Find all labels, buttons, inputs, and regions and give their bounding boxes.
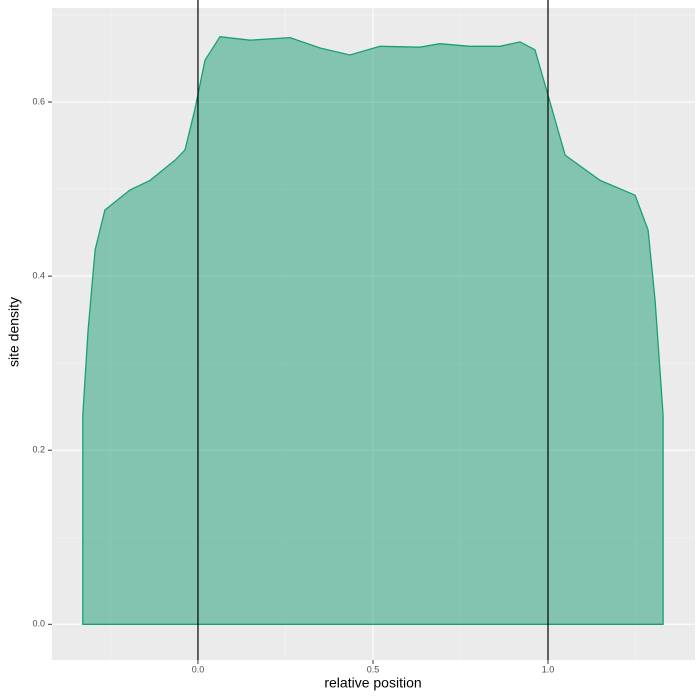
y-tick-label: 0.2: [32, 445, 45, 455]
y-tick-label: 0.4: [32, 270, 45, 280]
x-tick-label: 0.0: [192, 664, 205, 674]
x-tick-label: 0.5: [367, 664, 380, 674]
x-tick-label: 1.0: [542, 664, 555, 674]
y-tick-label: 0.0: [32, 619, 45, 629]
x-axis-title: relative position: [324, 675, 421, 691]
y-tick-label: 0.6: [32, 96, 45, 106]
y-axis-title: site density: [6, 297, 22, 367]
density-area: [82, 36, 664, 625]
